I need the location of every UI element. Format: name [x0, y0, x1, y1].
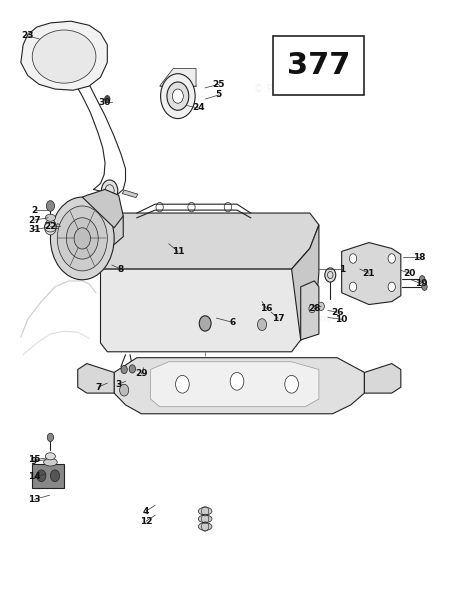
Circle shape: [37, 470, 46, 482]
Ellipse shape: [32, 30, 96, 83]
Ellipse shape: [46, 453, 55, 460]
Circle shape: [349, 282, 356, 292]
Text: 5: 5: [216, 90, 222, 100]
Text: 8: 8: [118, 264, 124, 274]
Ellipse shape: [46, 214, 55, 221]
Text: 377: 377: [287, 51, 351, 80]
Text: 27: 27: [28, 216, 41, 224]
Text: 2: 2: [31, 205, 37, 215]
Polygon shape: [56, 224, 68, 231]
Text: 25: 25: [212, 80, 225, 89]
Polygon shape: [160, 68, 196, 86]
Circle shape: [66, 218, 98, 259]
Circle shape: [199, 315, 211, 331]
Circle shape: [50, 470, 60, 482]
Circle shape: [119, 384, 129, 396]
Text: 23: 23: [21, 31, 34, 41]
Polygon shape: [365, 363, 401, 393]
Circle shape: [74, 228, 91, 249]
Polygon shape: [301, 281, 319, 340]
Text: 9: 9: [30, 456, 37, 466]
Polygon shape: [91, 213, 123, 248]
Polygon shape: [82, 189, 123, 228]
Circle shape: [47, 433, 54, 442]
Ellipse shape: [198, 507, 212, 515]
Text: 19: 19: [415, 279, 428, 288]
Text: 13: 13: [28, 495, 41, 504]
Circle shape: [46, 200, 55, 212]
Circle shape: [57, 206, 107, 271]
Ellipse shape: [44, 458, 57, 466]
Circle shape: [309, 304, 315, 313]
Text: 29: 29: [135, 369, 148, 378]
Text: 17: 17: [272, 314, 284, 323]
Circle shape: [318, 302, 324, 311]
Text: 4: 4: [143, 507, 149, 516]
Text: 30: 30: [99, 98, 111, 106]
Text: 16: 16: [260, 304, 273, 313]
Circle shape: [257, 319, 266, 330]
Circle shape: [349, 254, 356, 263]
FancyBboxPatch shape: [273, 36, 365, 95]
Text: 12: 12: [140, 517, 152, 526]
Polygon shape: [78, 363, 114, 393]
Text: 6: 6: [229, 318, 236, 327]
Text: 1: 1: [338, 264, 345, 274]
Polygon shape: [292, 225, 319, 340]
Ellipse shape: [198, 523, 212, 530]
Circle shape: [388, 254, 395, 263]
Polygon shape: [114, 358, 365, 414]
Text: 31: 31: [28, 225, 41, 234]
Ellipse shape: [198, 515, 212, 523]
Polygon shape: [100, 248, 310, 352]
Polygon shape: [122, 190, 138, 197]
Polygon shape: [32, 464, 64, 488]
Circle shape: [50, 197, 114, 280]
Text: 10: 10: [336, 315, 348, 324]
Circle shape: [45, 220, 56, 235]
Polygon shape: [21, 21, 107, 90]
Text: 28: 28: [308, 304, 320, 313]
Circle shape: [121, 365, 128, 374]
Text: 18: 18: [413, 253, 425, 262]
Circle shape: [161, 74, 195, 119]
Circle shape: [325, 268, 336, 282]
Text: Partzilla.com: Partzilla.com: [106, 226, 168, 236]
Polygon shape: [151, 362, 319, 407]
Text: 21: 21: [363, 269, 375, 278]
Polygon shape: [91, 213, 319, 269]
Text: 22: 22: [44, 221, 57, 231]
Text: 3: 3: [116, 379, 122, 389]
Circle shape: [175, 375, 189, 393]
Text: 24: 24: [192, 103, 205, 113]
Circle shape: [167, 82, 189, 110]
Circle shape: [129, 365, 136, 373]
Text: © Partzilla.com: © Partzilla.com: [254, 314, 329, 324]
Circle shape: [230, 373, 244, 390]
Text: 20: 20: [404, 269, 416, 278]
Text: 15: 15: [28, 455, 41, 464]
Circle shape: [388, 282, 395, 292]
Circle shape: [173, 89, 183, 103]
Text: 26: 26: [331, 308, 343, 317]
Text: 14: 14: [28, 472, 41, 482]
Text: 7: 7: [95, 383, 101, 392]
Circle shape: [419, 276, 425, 283]
Circle shape: [101, 180, 118, 201]
Circle shape: [105, 95, 110, 103]
Circle shape: [422, 284, 427, 290]
Text: 11: 11: [172, 247, 184, 256]
Polygon shape: [342, 242, 401, 304]
Text: © Partzilla.com: © Partzilla.com: [254, 84, 329, 94]
Circle shape: [285, 375, 299, 393]
